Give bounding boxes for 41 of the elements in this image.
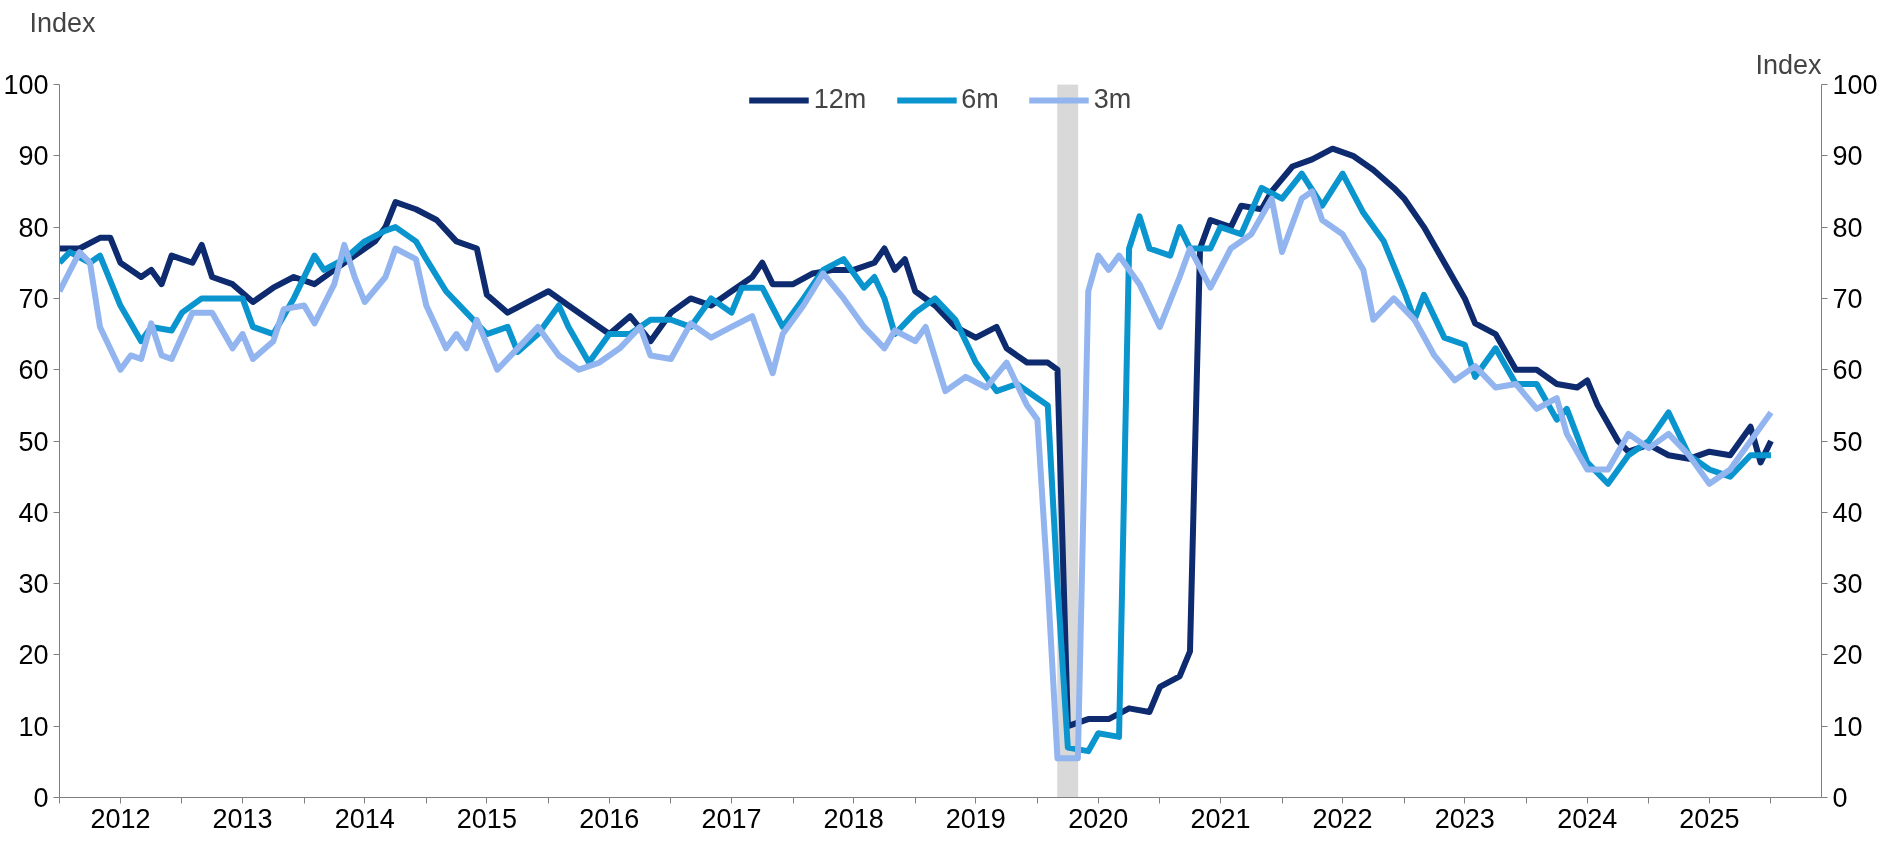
x-tick-label: 2014 — [334, 803, 395, 834]
x-tick-label: 2021 — [1190, 803, 1251, 834]
legend-label: 3m — [1093, 84, 1132, 115]
x-tick-label: 2023 — [1434, 803, 1495, 834]
y-tick-label: 0 — [33, 783, 49, 813]
x-tick-label: 2025 — [1679, 803, 1740, 834]
y-tick-label: 40 — [18, 497, 49, 528]
y-tick-label: 70 — [18, 283, 49, 314]
y-tick-label: 10 — [18, 711, 49, 742]
y2-tick-label: 30 — [1832, 569, 1863, 600]
x-tick-label: 2016 — [579, 803, 640, 834]
x-tick-label: 2018 — [823, 803, 884, 834]
x-tick-label: 2022 — [1312, 803, 1373, 834]
y2-tick-label: 40 — [1832, 497, 1863, 528]
legend-label: 6m — [961, 84, 999, 115]
x-tick-label: 2019 — [945, 803, 1006, 834]
y2-tick-label: 70 — [1832, 283, 1863, 314]
x-tick-label: 2015 — [456, 803, 517, 834]
y-tick-label: 90 — [18, 141, 49, 172]
x-tick-label: 2013 — [212, 803, 273, 834]
y2-tick-label: 100 — [1832, 70, 1878, 100]
y-axis-title: Index — [29, 7, 97, 38]
y2-tick-label: 80 — [1832, 212, 1863, 243]
x-tick-label: 2020 — [1068, 803, 1129, 834]
y-tick-label: 30 — [18, 569, 49, 600]
y2-tick-label: 90 — [1832, 141, 1863, 172]
y-tick-label: 50 — [18, 426, 49, 457]
legend-label: 12m — [813, 84, 867, 115]
y-tick-label: 20 — [18, 640, 49, 671]
y2-tick-label: 60 — [1832, 355, 1863, 386]
y2-tick-label: 0 — [1832, 783, 1848, 813]
y2-tick-label: 50 — [1832, 426, 1863, 457]
y-tick-label: 80 — [18, 212, 49, 243]
y2-tick-label: 20 — [1832, 640, 1863, 671]
x-tick-label: 2024 — [1557, 803, 1618, 834]
y2-axis-title: Index — [1755, 49, 1822, 80]
y2-tick-label: 10 — [1832, 711, 1863, 742]
x-tick-label: 2017 — [701, 803, 762, 834]
y-tick-label: 60 — [18, 355, 49, 386]
x-tick-label: 2012 — [90, 803, 151, 834]
y-tick-label: 100 — [3, 70, 49, 100]
